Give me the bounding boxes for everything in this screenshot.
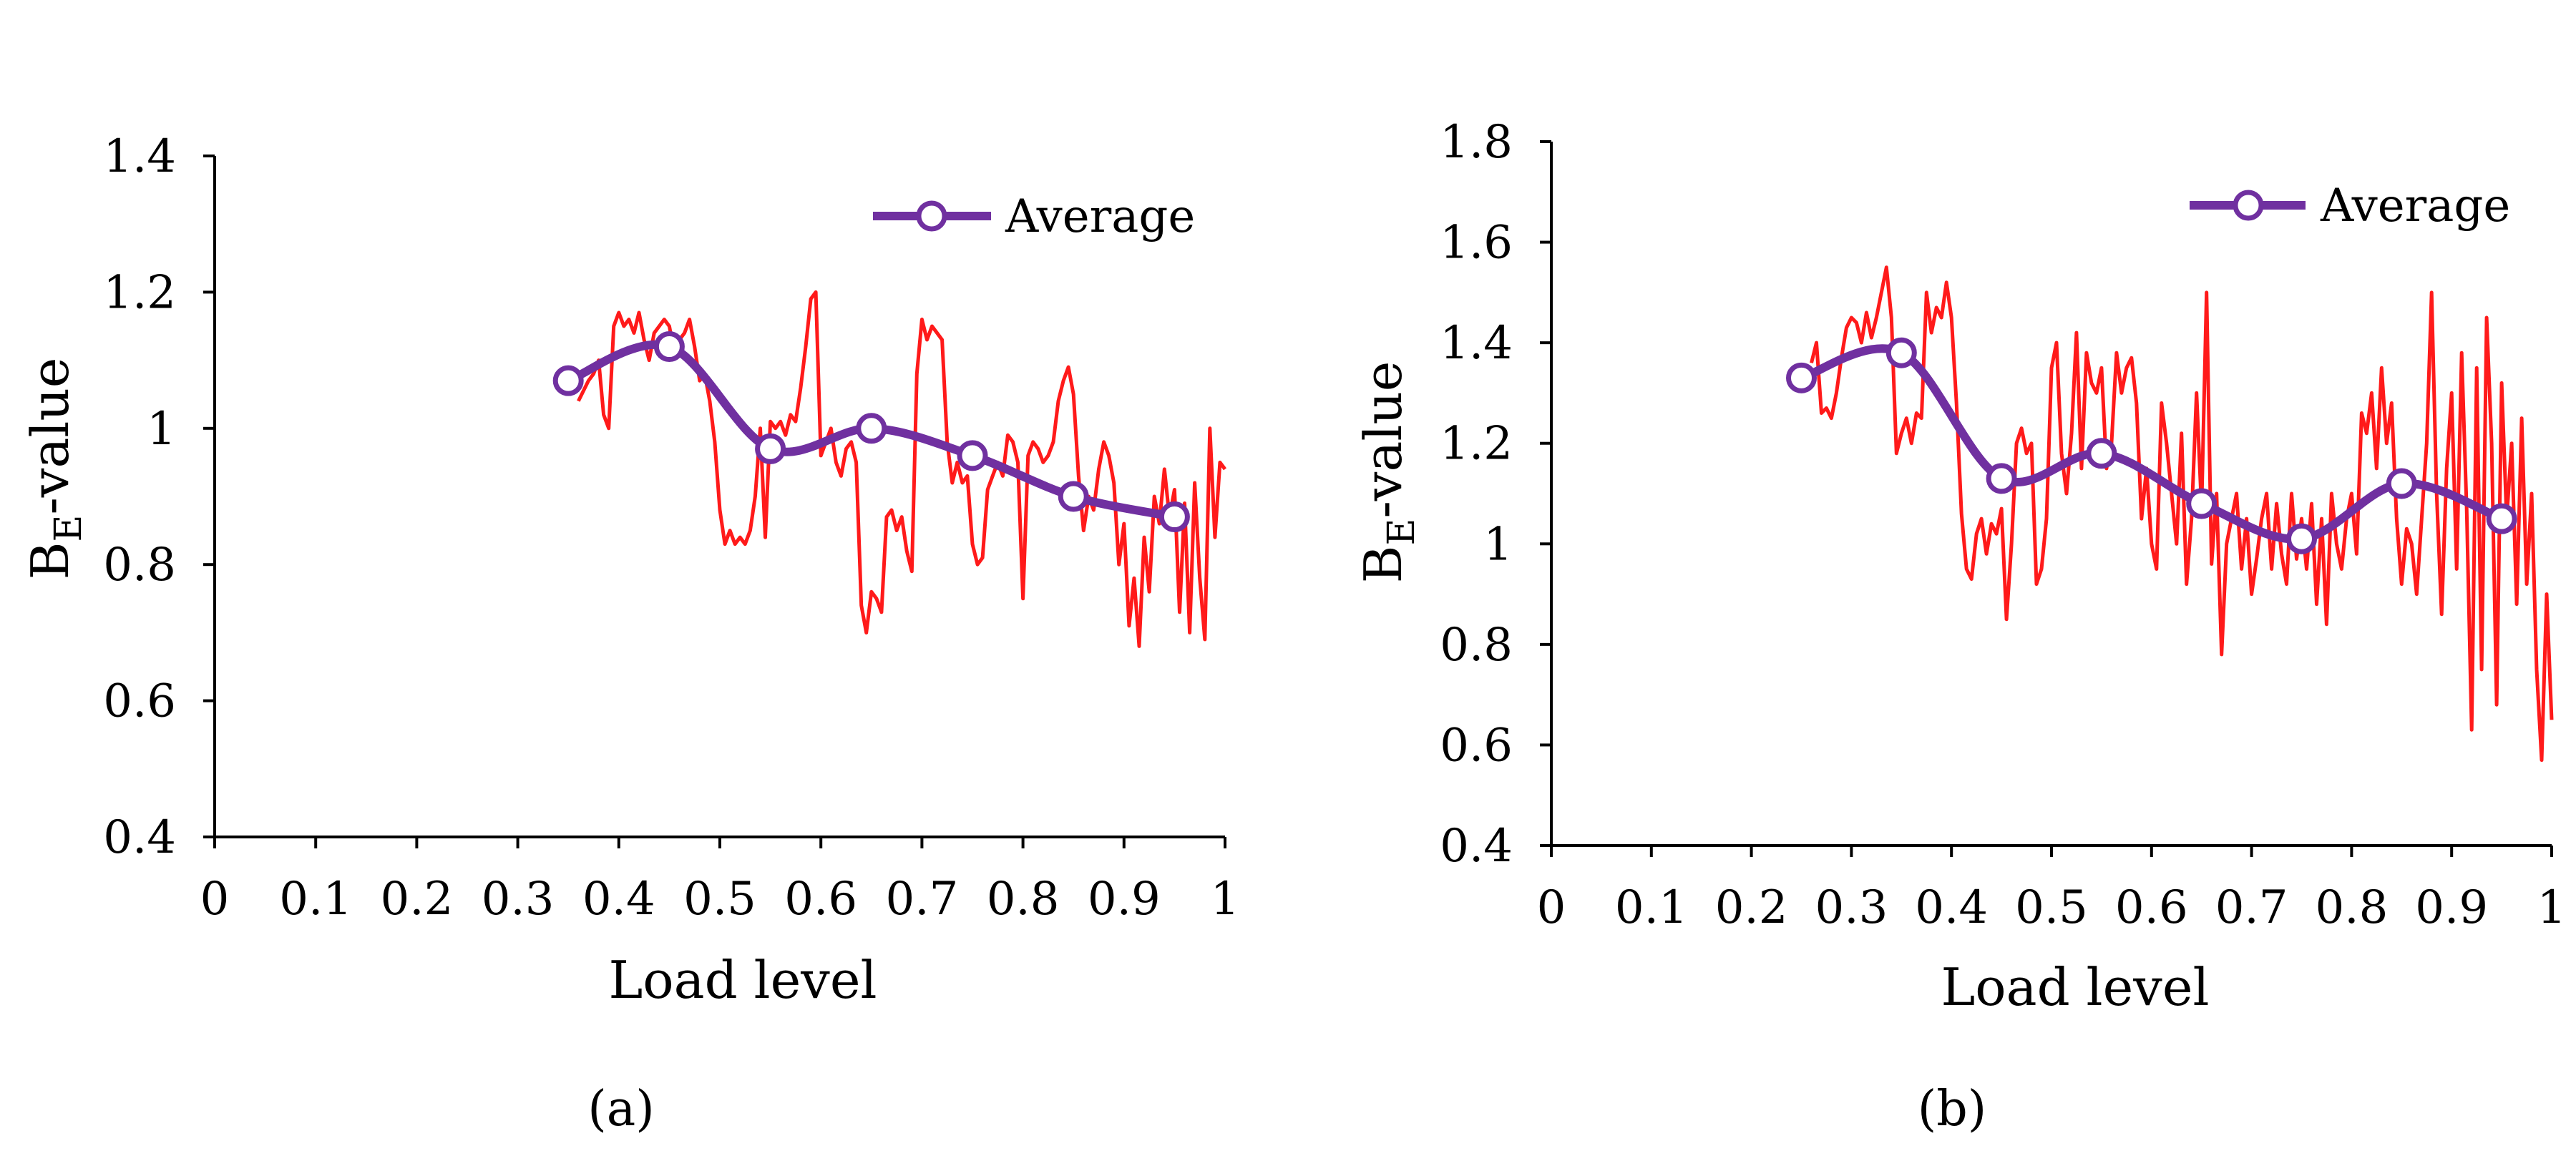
- chart-panel-a: 0.4 0.6 0.8 1 1.2 1.4 0 0.1 0.2 0.3 0.4 0.5 0.6 0.7 0.…: [20, 130, 1239, 1137]
- raw-series-line-b: [1810, 265, 2554, 762]
- x-tick-label-a: 0.7: [886, 873, 959, 926]
- average-point-a: [856, 413, 887, 444]
- y-tick-label-a: 1.2: [103, 266, 176, 319]
- x-tick-label-a: 0.3: [482, 873, 555, 926]
- average-point-b: [2486, 503, 2517, 534]
- x-tick-label-a: 0.4: [582, 873, 655, 926]
- y-tick-label-b: 1.4: [1440, 317, 1513, 370]
- axes-a: 0.4 0.6 0.8 1 1.2 1.4 0 0.1 0.2 0.3 0.4 0.5 0.6 0.7 0.…: [103, 130, 1239, 926]
- average-point-a: [755, 433, 786, 464]
- legend-label-a: Average: [1005, 190, 1195, 243]
- legend-b: Average: [2190, 180, 2510, 232]
- average-point-b: [1885, 337, 1917, 368]
- legend-marker-b: [2233, 190, 2264, 221]
- y-tick-label-a: 0.6: [103, 675, 176, 728]
- average-series-b: [1786, 337, 2517, 554]
- x-tick-label-a: 0.6: [784, 873, 857, 926]
- panel-label-b: (b): [1918, 1081, 1987, 1137]
- average-point-a: [957, 440, 988, 471]
- y-tick-label-a: 0.4: [103, 811, 176, 864]
- x-tick-label-b: 0.1: [1615, 881, 1688, 934]
- x-tick-label-b: 0.7: [2215, 881, 2288, 934]
- y-axis-title-main-b: B: [1353, 545, 1413, 583]
- x-tick-label-b: 0.2: [1715, 881, 1788, 934]
- raw-series-b: [1810, 265, 2554, 762]
- x-tick-label-a: 0.5: [683, 873, 756, 926]
- y-axis-title-b: BE-value: [1353, 361, 1423, 584]
- chart-panel-b: 0.4 0.6 0.8 1 1.2 1.4 1.6 1.8 0 0.1 0.2 0.3 0.4 0.5 0.…: [1353, 116, 2566, 1137]
- axes-b: 0.4 0.6 0.8 1 1.2 1.4 1.6 1.8 0 0.1 0.2 0.3 0.4 0.5 0.…: [1440, 116, 2566, 934]
- average-point-a: [552, 365, 584, 396]
- y-tick-label-b: 1.6: [1440, 217, 1513, 270]
- legend-label-b: Average: [2320, 180, 2510, 232]
- average-point-b: [2186, 488, 2218, 519]
- y-tick-label-a: 0.8: [103, 539, 176, 592]
- x-tick-label-b: 0.8: [2316, 881, 2389, 934]
- y-tick-label-b: 0.8: [1440, 619, 1513, 672]
- x-axis-title-b: Load level: [1941, 957, 2209, 1017]
- x-tick-label-a: 0.8: [987, 873, 1060, 926]
- y-axis-title-rest-b: -value: [1353, 361, 1413, 519]
- x-tick-label-a: 0.1: [279, 873, 352, 926]
- y-axis-title-rest-a: -value: [20, 358, 80, 515]
- x-tick-label-b: 0.9: [2415, 881, 2488, 934]
- panel-label-a: (a): [587, 1081, 655, 1137]
- y-tick-label-b: 0.6: [1440, 719, 1513, 772]
- x-tick-label-a: 0: [200, 873, 230, 926]
- y-tick-label-a: 1.4: [103, 130, 176, 183]
- average-point-b: [2286, 523, 2317, 554]
- x-tick-label-b: 0: [1537, 881, 1566, 934]
- y-tick-label-b: 1.8: [1440, 116, 1513, 169]
- y-tick-label-b: 0.4: [1440, 820, 1513, 873]
- x-tick-label-a: 1: [1211, 873, 1240, 926]
- x-tick-label-a: 0.2: [381, 873, 454, 926]
- y-axis-title-sub-b: E: [1380, 519, 1423, 546]
- average-point-b: [2386, 468, 2417, 499]
- y-axis-title-a: BE-value: [20, 358, 90, 580]
- average-point-b: [1986, 463, 2017, 494]
- average-point-a: [1058, 481, 1089, 512]
- y-tick-label-b: 1.2: [1440, 418, 1513, 471]
- average-series-a: [552, 331, 1190, 533]
- average-point-a: [1158, 501, 1190, 533]
- legend-a: Average: [873, 190, 1195, 243]
- average-point-b: [1786, 362, 1817, 393]
- raw-series-a: [577, 290, 1227, 648]
- x-tick-label-b: 1: [2537, 881, 2567, 934]
- x-axis-title-a: Load level: [608, 950, 877, 1010]
- x-tick-label-a: 0.9: [1088, 873, 1161, 926]
- average-series-line-b: [1797, 344, 2507, 544]
- x-tick-label-b: 0.6: [2115, 881, 2188, 934]
- x-tick-label-b: 0.4: [1915, 881, 1988, 934]
- y-axis-title-main-a: B: [20, 542, 80, 579]
- average-point-b: [2086, 438, 2117, 469]
- average-point-a: [653, 331, 685, 363]
- y-tick-label-b: 1: [1483, 518, 1513, 571]
- x-tick-label-b: 0.5: [2015, 881, 2088, 934]
- y-tick-label-a: 1: [147, 403, 176, 456]
- legend-marker-a: [916, 200, 947, 232]
- raw-series-line-a: [577, 290, 1227, 648]
- y-axis-title-sub-a: E: [47, 515, 90, 542]
- x-tick-label-b: 0.3: [1815, 881, 1888, 934]
